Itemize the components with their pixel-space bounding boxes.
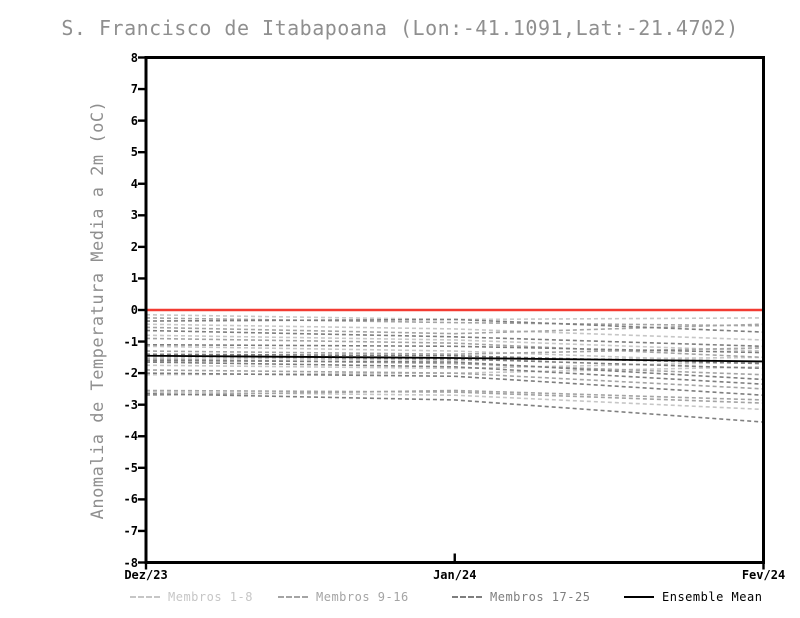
- y-tick-label: -7: [123, 523, 138, 538]
- y-tick-label: 6: [130, 113, 138, 128]
- x-tick-label: Jan/24: [433, 568, 477, 582]
- y-tick-label: 1: [130, 271, 138, 286]
- ensemble-member-line: [145, 318, 764, 333]
- ensemble-member-line: [145, 358, 764, 376]
- legend-dashed-line-swatch: [278, 596, 308, 598]
- ensemble-member-line: [145, 391, 764, 411]
- legend-item: Membros 1-8: [130, 590, 253, 604]
- y-tick-label: 8: [130, 50, 138, 65]
- legend-item: Membros 9-16: [278, 590, 409, 604]
- y-tick-label: 0: [130, 303, 138, 317]
- x-tick-label: Fev/24: [741, 568, 786, 582]
- ensemble-member-line: [145, 392, 764, 423]
- y-tick-label: -5: [123, 460, 138, 475]
- ensemble-member-line: [145, 372, 764, 397]
- ensemble-member-line: [145, 317, 764, 327]
- y-tick-label: 3: [130, 208, 138, 223]
- chart-title: S. Francisco de Itabapoana (Lon:-41.1091…: [61, 16, 739, 40]
- legend-item: Membros 17-25: [452, 590, 590, 604]
- y-tick-label: -8: [123, 555, 138, 570]
- ensemble-member-line: [145, 343, 764, 354]
- legend-label: Membros 1-8: [168, 590, 253, 604]
- ensemble-member-line: [145, 369, 764, 390]
- x-tick-label: Dez/23: [124, 568, 168, 582]
- ensemble-member-line: [145, 329, 764, 348]
- y-tick-label: 5: [130, 145, 138, 160]
- ensemble-member-line: [145, 389, 764, 401]
- ensemble-member-line: [145, 389, 764, 404]
- ensemble-member-line: [145, 334, 764, 352]
- ensemble-member-line: [145, 337, 764, 359]
- legend-label: Membros 17-25: [490, 590, 591, 604]
- ensemble-member-line: [145, 361, 764, 370]
- ensemble-member-line: [145, 323, 764, 341]
- ensemble-member-line: [145, 359, 764, 381]
- y-tick-label: -3: [123, 397, 138, 412]
- y-tick-label: 7: [130, 82, 138, 97]
- legend-dashed-line-swatch: [130, 596, 160, 598]
- legend-dashed-line-swatch: [452, 596, 482, 598]
- legend-label: Membros 9-16: [316, 590, 409, 604]
- y-tick-label: -1: [123, 334, 138, 349]
- y-tick-label: 2: [130, 239, 138, 254]
- y-tick-label: -2: [123, 366, 138, 381]
- legend-solid-line-swatch: [624, 596, 654, 598]
- legend-label: Ensemble Mean: [662, 590, 763, 604]
- ensemble-member-line: [145, 356, 764, 362]
- ensemble-mean-line: [145, 354, 764, 363]
- legend-item: Ensemble Mean: [624, 590, 762, 604]
- ensemble-member-line: [145, 354, 764, 370]
- y-tick-label: 4: [130, 176, 138, 191]
- y-tick-label: -6: [123, 492, 138, 507]
- y-tick-label: -4: [123, 429, 138, 444]
- ensemble-member-line: [145, 361, 764, 385]
